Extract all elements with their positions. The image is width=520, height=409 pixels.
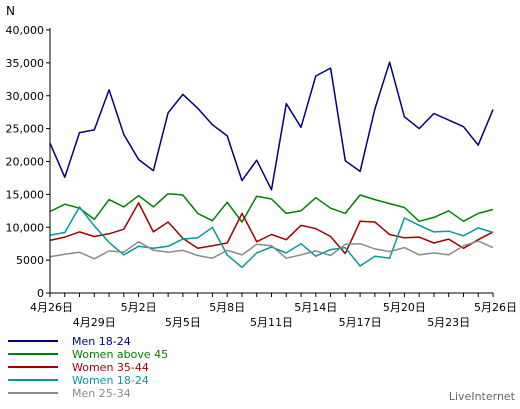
watermark: LiveInternet: [449, 390, 516, 403]
y-tick-label: 0: [37, 287, 44, 300]
y-tick-label: 10,000: [6, 221, 45, 234]
series-line: [49, 61, 494, 191]
legend-label: Women 18-24: [72, 374, 149, 387]
x-tick-label: 5月20日: [383, 301, 426, 314]
y-tick-label: 35,000: [6, 57, 45, 70]
x-tick-label: 5月26日: [474, 301, 517, 314]
legend-label: Women 35-44: [72, 361, 149, 374]
y-axis-ticks: 0 5000 10,000 15,000 20,000 25,000 30,000 35,00…: [6, 24, 50, 300]
series-line: [49, 240, 494, 260]
series-lines: [49, 61, 494, 269]
x-tick-label: 5月2日: [121, 301, 157, 314]
legend-label: Women above 45: [72, 348, 168, 361]
x-tick-label: 5月11日: [250, 316, 293, 329]
x-tick-label: 5月8日: [209, 301, 245, 314]
x-tick-label: 5月14日: [294, 301, 337, 314]
series-line: [49, 202, 494, 255]
y-tick-label: 15,000: [6, 188, 45, 201]
x-tick-label: 5月17日: [339, 316, 382, 329]
x-tick-label: 4月29日: [73, 316, 116, 329]
legend-label: Men 18-24: [72, 335, 131, 348]
y-axis-label: N: [6, 4, 15, 18]
y-tick-label: 40,000: [6, 24, 45, 37]
y-tick-label: 20,000: [6, 156, 45, 169]
y-tick-label: 5000: [16, 254, 44, 267]
series-line: [49, 192, 494, 223]
series-line: [49, 206, 494, 269]
x-tick-label: 5月23日: [427, 316, 470, 329]
x-tick-label: 4月26日: [30, 301, 73, 314]
legend-label: Men 25-34: [72, 387, 131, 400]
x-tick-label: 5月5日: [165, 316, 201, 329]
y-tick-label: 30,000: [6, 90, 45, 103]
x-axis-ticks: 4月26日 5月2日 5月8日 5月14日 5月20日 5月26日 4月29日 5月5日 5月1…: [30, 293, 517, 329]
y-tick-label: 25,000: [6, 123, 45, 136]
